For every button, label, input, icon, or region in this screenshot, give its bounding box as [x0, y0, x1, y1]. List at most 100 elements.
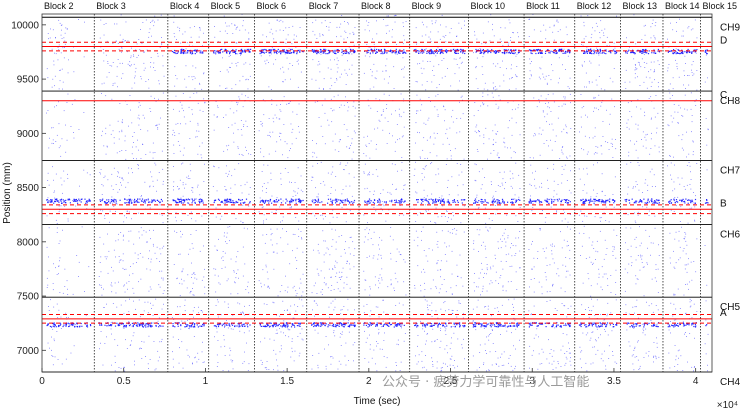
data-point	[192, 362, 193, 364]
data-point	[153, 341, 155, 342]
data-point	[400, 254, 402, 256]
data-point	[496, 88, 498, 90]
data-point	[262, 269, 264, 271]
data-point	[60, 155, 62, 157]
data-point	[335, 176, 337, 177]
data-point	[277, 365, 279, 367]
data-point	[491, 329, 493, 331]
data-point	[340, 162, 342, 164]
data-point	[447, 365, 448, 367]
data-point	[315, 187, 316, 189]
data-point	[214, 36, 216, 38]
data-point	[600, 334, 601, 336]
data-point	[103, 24, 105, 25]
data-point	[493, 51, 495, 53]
data-point	[549, 107, 550, 109]
data-point	[229, 51, 231, 53]
data-point	[280, 202, 283, 204]
data-point	[670, 262, 671, 264]
data-point	[680, 206, 682, 208]
data-point	[237, 62, 239, 63]
data-point	[159, 261, 160, 262]
data-point	[609, 113, 611, 115]
data-point	[637, 341, 638, 343]
data-point	[178, 253, 180, 255]
data-point	[201, 310, 203, 311]
data-point	[374, 276, 376, 278]
data-point	[316, 293, 318, 294]
data-point	[472, 355, 474, 357]
data-point	[595, 52, 598, 54]
data-point	[497, 152, 499, 154]
data-point	[403, 201, 405, 203]
data-point	[287, 51, 289, 53]
data-point	[588, 278, 590, 280]
data-point	[369, 255, 370, 257]
data-point	[173, 21, 175, 23]
data-point	[396, 44, 397, 45]
data-point	[488, 370, 490, 371]
data-point	[634, 356, 636, 358]
data-point	[328, 52, 330, 54]
data-point	[539, 363, 541, 365]
data-point	[184, 31, 186, 33]
data-point	[187, 202, 189, 204]
data-point	[453, 215, 454, 217]
data-point	[693, 261, 695, 262]
data-point	[584, 184, 585, 186]
data-point	[263, 284, 265, 286]
data-point	[531, 243, 532, 245]
data-point	[399, 324, 401, 326]
data-point	[182, 182, 184, 184]
data-point	[582, 282, 584, 284]
data-point	[594, 51, 596, 53]
data-point	[446, 210, 447, 212]
data-point	[483, 53, 485, 55]
data-point	[341, 73, 342, 75]
data-point	[557, 117, 559, 119]
data-point	[271, 103, 273, 105]
data-point	[645, 352, 647, 354]
data-point	[554, 49, 556, 51]
data-point	[691, 64, 693, 66]
data-point	[598, 76, 600, 77]
data-point	[302, 339, 304, 341]
data-point	[197, 186, 198, 188]
data-point	[237, 251, 239, 252]
data-point	[235, 28, 237, 30]
data-point	[378, 119, 380, 121]
data-point	[239, 80, 241, 82]
data-point	[105, 133, 107, 135]
data-point	[312, 165, 314, 167]
data-point	[482, 285, 484, 287]
data-point	[394, 290, 395, 291]
data-point	[280, 345, 282, 347]
data-point	[586, 215, 588, 217]
data-point	[291, 351, 293, 353]
data-point	[490, 333, 492, 334]
data-point	[497, 131, 499, 132]
data-point	[160, 253, 162, 255]
data-point	[294, 199, 296, 201]
data-point	[263, 202, 266, 204]
data-point	[543, 251, 545, 252]
data-point	[276, 117, 278, 119]
data-point	[603, 52, 605, 54]
data-point	[448, 245, 450, 247]
data-point	[232, 200, 234, 202]
data-point	[317, 332, 319, 334]
data-point	[654, 51, 656, 53]
data-point	[272, 33, 274, 35]
data-point	[152, 314, 154, 316]
data-point	[498, 156, 500, 158]
data-point	[364, 200, 366, 202]
data-point	[515, 245, 517, 247]
data-point	[655, 52, 657, 54]
data-point	[341, 193, 343, 195]
data-point	[47, 197, 49, 199]
data-point	[658, 356, 660, 358]
data-point	[505, 241, 507, 243]
data-point	[678, 49, 680, 51]
data-point	[683, 84, 684, 86]
data-point	[653, 49, 655, 51]
